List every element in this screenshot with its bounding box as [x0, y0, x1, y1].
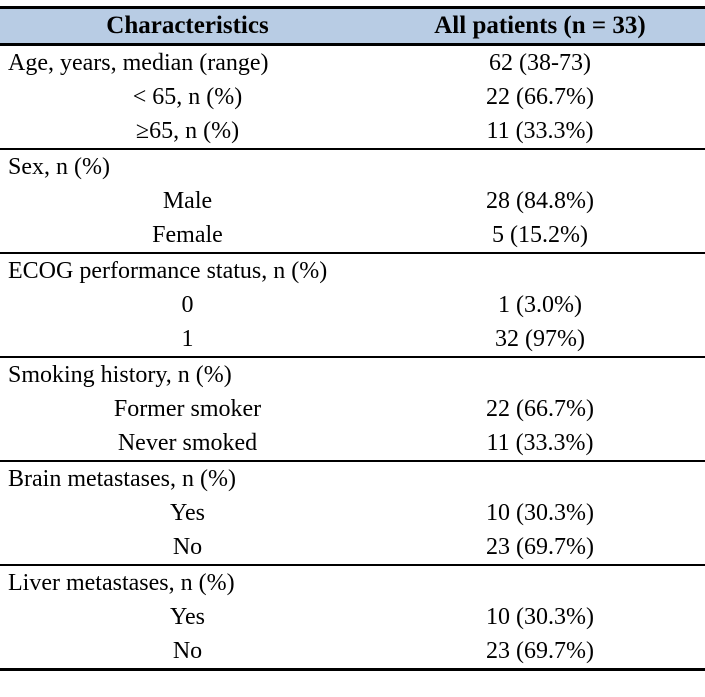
row-ecog-0: 0 1 (3.0%) [0, 288, 705, 322]
row-ecog-1: 1 32 (97%) [0, 322, 705, 356]
row-age-median: Age, years, median (range) 62 (38-73) [0, 46, 705, 80]
row-value: 10 (30.3%) [486, 604, 594, 630]
row-label: ≥65, n (%) [135, 118, 240, 144]
row-liver-yes: Yes 10 (30.3%) [0, 600, 705, 634]
row-label: Age, years, median (range) [8, 50, 269, 76]
row-label: 0 [181, 292, 194, 318]
row-value: 22 (66.7%) [486, 84, 594, 110]
row-age-65-and-over: ≥65, n (%) 11 (33.3%) [0, 114, 705, 148]
section-age: Age, years, median (range) 62 (38-73) < … [0, 46, 705, 150]
row-label: Yes [170, 604, 205, 630]
row-label: 1 [181, 326, 194, 352]
row-label: Male [162, 188, 213, 214]
table-header-row: Characteristics All patients (n = 33) [0, 6, 705, 46]
column-header-all-patients: All patients (n = 33) [434, 12, 646, 39]
row-label: Sex, n (%) [8, 154, 110, 180]
row-value: 11 (33.3%) [486, 430, 594, 456]
section-sex: Sex, n (%) Male 28 (84.8%) Female 5 (15.… [0, 150, 705, 254]
row-label: Liver metastases, n (%) [8, 570, 235, 596]
patient-characteristics-table: Characteristics All patients (n = 33) Ag… [0, 6, 705, 671]
row-label: Never smoked [117, 430, 258, 456]
section-liver-metastases: Liver metastases, n (%) Yes 10 (30.3%) N… [0, 566, 705, 671]
row-value: 32 (97%) [495, 326, 585, 352]
row-label: Female [152, 222, 223, 248]
section-ecog: ECOG performance status, n (%) 0 1 (3.0%… [0, 254, 705, 358]
row-ecog-header: ECOG performance status, n (%) [0, 254, 705, 288]
row-value: 22 (66.7%) [486, 396, 594, 422]
row-liver-no: No 23 (69.7%) [0, 634, 705, 668]
row-label: Yes [170, 500, 205, 526]
row-value: 62 (38-73) [489, 50, 591, 76]
row-label: No [172, 534, 203, 560]
row-value: 5 (15.2%) [492, 222, 588, 248]
row-smoking-former: Former smoker 22 (66.7%) [0, 392, 705, 426]
column-header-characteristics: Characteristics [106, 12, 269, 39]
row-label: ECOG performance status, n (%) [8, 258, 328, 284]
row-age-under-65: < 65, n (%) 22 (66.7%) [0, 80, 705, 114]
row-label: No [172, 638, 203, 664]
row-smoking-header: Smoking history, n (%) [0, 358, 705, 392]
row-value: 1 (3.0%) [498, 292, 582, 318]
row-label: Former smoker [113, 396, 262, 422]
section-smoking: Smoking history, n (%) Former smoker 22 … [0, 358, 705, 462]
row-label: Brain metastases, n (%) [8, 466, 236, 492]
row-sex-header: Sex, n (%) [0, 150, 705, 184]
row-brain-no: No 23 (69.7%) [0, 530, 705, 564]
row-liver-header: Liver metastases, n (%) [0, 566, 705, 600]
row-label: < 65, n (%) [132, 84, 243, 110]
row-brain-header: Brain metastases, n (%) [0, 462, 705, 496]
row-value: 10 (30.3%) [486, 500, 594, 526]
row-value: 23 (69.7%) [486, 534, 594, 560]
row-sex-male: Male 28 (84.8%) [0, 184, 705, 218]
section-brain-metastases: Brain metastases, n (%) Yes 10 (30.3%) N… [0, 462, 705, 566]
row-value: 28 (84.8%) [486, 188, 594, 214]
row-smoking-never: Never smoked 11 (33.3%) [0, 426, 705, 460]
row-label: Smoking history, n (%) [8, 362, 232, 388]
row-sex-female: Female 5 (15.2%) [0, 218, 705, 252]
row-brain-yes: Yes 10 (30.3%) [0, 496, 705, 530]
row-value: 11 (33.3%) [486, 118, 594, 144]
row-value: 23 (69.7%) [486, 638, 594, 664]
